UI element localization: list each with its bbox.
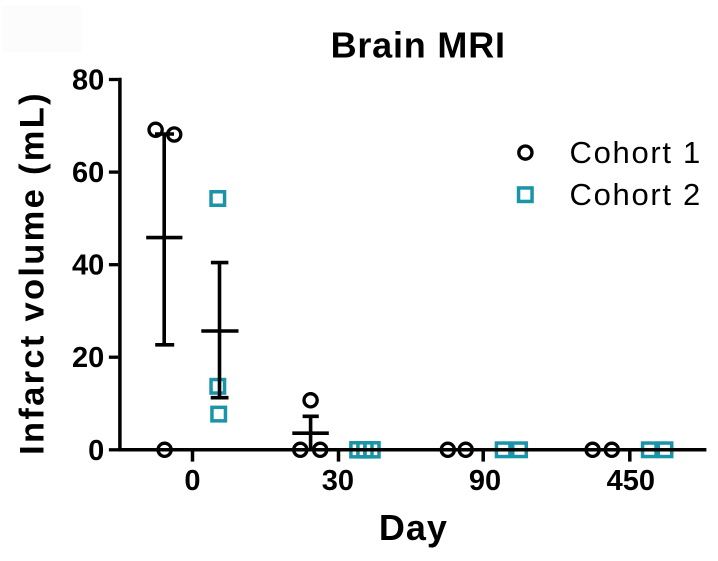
svg-text:80: 80 [72, 65, 104, 97]
svg-text:30: 30 [322, 465, 354, 497]
svg-text:Cohort 1: Cohort 1 [570, 135, 703, 170]
svg-text:Cohort 2: Cohort 2 [570, 177, 703, 212]
svg-text:60: 60 [72, 157, 104, 189]
svg-text:90: 90 [469, 465, 501, 497]
svg-text:450: 450 [607, 465, 655, 497]
svg-text:Day: Day [379, 507, 448, 548]
svg-text:40: 40 [72, 250, 104, 282]
svg-text:Brain MRI: Brain MRI [331, 25, 506, 66]
svg-text:0: 0 [184, 465, 200, 497]
svg-text:Infarct volume (mL): Infarct volume (mL) [14, 91, 52, 455]
svg-text:0: 0 [88, 435, 104, 467]
svg-text:20: 20 [72, 342, 104, 374]
